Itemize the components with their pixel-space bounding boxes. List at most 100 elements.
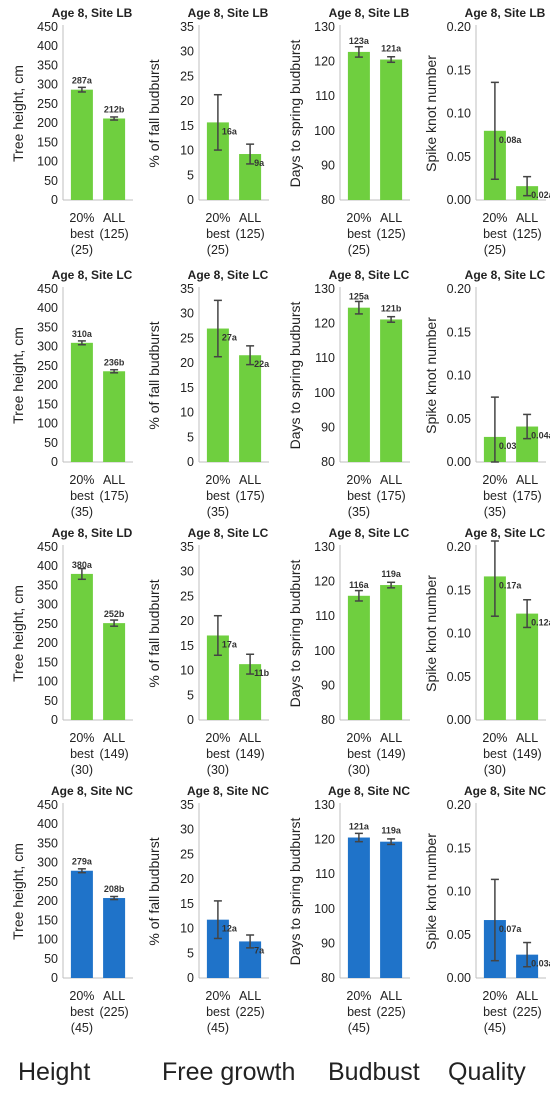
x-tick-label: ALL — [516, 211, 538, 225]
x-tick-label: 20% — [482, 473, 507, 487]
y-tick-label: 0 — [187, 455, 194, 469]
x-tick-label: (35) — [484, 505, 506, 519]
bar — [347, 51, 370, 200]
x-tick-label: (45) — [484, 1021, 506, 1035]
y-tick-label: 100 — [314, 124, 335, 138]
y-tick-label: 130 — [314, 20, 335, 34]
y-tick-label: 0.20 — [447, 540, 471, 554]
y-tick-label: 10 — [180, 664, 194, 678]
y-axis-label: % of fall budburst — [146, 837, 162, 945]
chart-panel: Age 8, Site LB Tree height, cm 0 50 100 150 20… — [5, 0, 137, 262]
x-tick-label: best — [206, 747, 230, 761]
x-tick-label: (125) — [236, 227, 265, 241]
bar — [206, 635, 229, 720]
bar — [103, 898, 126, 978]
x-tick-label: (30) — [207, 763, 229, 777]
bar — [239, 355, 262, 462]
x-tick-label: best — [206, 1005, 230, 1019]
y-axis-label: % of fall budburst — [146, 59, 162, 167]
chart-svg: Age 8, Site LB Days to spring budburst 80 9… — [287, 6, 410, 257]
chart-title: Age 8, Site NC — [51, 784, 133, 798]
x-tick-label: (125) — [100, 227, 129, 241]
y-tick-label: 80 — [321, 713, 335, 727]
bar — [483, 576, 506, 720]
y-tick-label: 0.00 — [447, 193, 471, 207]
x-tick-label: ALL — [239, 211, 261, 225]
y-tick-label: 5 — [187, 946, 194, 960]
y-tick-label: 0.05 — [447, 670, 471, 684]
data-label: 236b — [104, 357, 125, 367]
y-tick-label: 100 — [37, 933, 58, 947]
x-tick-label: best — [347, 747, 371, 761]
column-label-quality: Quality — [448, 1058, 526, 1086]
bar — [70, 89, 93, 200]
y-tick-label: 30 — [180, 45, 194, 59]
bar — [70, 573, 93, 720]
y-tick-label: 400 — [37, 559, 58, 573]
y-tick-label: 0 — [51, 455, 58, 469]
y-tick-label: 35 — [180, 282, 194, 296]
chart-svg: Age 8, Site LC % of fall budburst 0 5 10 15 20… — [146, 268, 270, 519]
data-label: 121a — [349, 822, 370, 832]
y-tick-label: 250 — [37, 97, 58, 111]
x-tick-label: (225) — [236, 1005, 265, 1019]
y-tick-label: 50 — [44, 174, 58, 188]
x-tick-label: best — [206, 227, 230, 241]
y-tick-label: 350 — [37, 836, 58, 850]
y-tick-label: 150 — [37, 397, 58, 411]
y-tick-label: 120 — [314, 833, 335, 847]
x-tick-label: ALL — [239, 731, 261, 745]
y-tick-label: 130 — [314, 798, 335, 812]
y-tick-label: 0.10 — [447, 627, 471, 641]
data-label: 0.02a — [531, 190, 550, 200]
x-tick-label: (25) — [71, 243, 93, 257]
y-axis-label: Days to spring budburst — [287, 301, 303, 449]
y-tick-label: 50 — [44, 694, 58, 708]
data-label: 7a — [254, 945, 265, 955]
data-label: 16a — [222, 126, 238, 136]
bar — [347, 307, 370, 462]
y-tick-label: 350 — [37, 320, 58, 334]
chart-svg: Age 8, Site LC Spike knot number 0.00 0.05 0… — [423, 268, 550, 519]
y-tick-label: 20 — [180, 356, 194, 370]
x-tick-label: best — [483, 1005, 507, 1019]
chart-svg: Age 8, Site LB % of fall budburst 0 5 10 15 20… — [146, 6, 269, 257]
y-tick-label: 0.05 — [447, 412, 471, 426]
y-tick-label: 0.20 — [447, 798, 471, 812]
y-tick-label: 300 — [37, 598, 58, 612]
y-tick-label: 25 — [180, 589, 194, 603]
data-label: 121a — [381, 44, 402, 54]
x-tick-label: 20% — [69, 473, 94, 487]
y-tick-label: 0.10 — [447, 885, 471, 899]
y-axis-label: Tree height, cm — [10, 65, 26, 162]
y-tick-label: 130 — [314, 282, 335, 296]
y-tick-label: 150 — [37, 135, 58, 149]
y-axis-label: % of fall budburst — [146, 579, 162, 687]
bar — [516, 613, 539, 720]
chart-title: Age 8, Site LC — [188, 526, 269, 540]
data-label: 0.03a — [499, 441, 523, 451]
x-tick-label: 20% — [205, 473, 230, 487]
y-tick-label: 0 — [187, 193, 194, 207]
y-tick-label: 35 — [180, 540, 194, 554]
chart-svg: Age 8, Site LC Days to spring budburst 80 9… — [287, 268, 410, 519]
data-label: 22a — [254, 359, 270, 369]
x-tick-label: (175) — [377, 489, 406, 503]
data-label: 212b — [104, 104, 125, 114]
y-tick-label: 0.15 — [447, 841, 471, 855]
chart-svg: Age 8, Site NC Tree height, cm 0 50 100 150 20… — [10, 784, 133, 1035]
data-label: 17a — [222, 639, 238, 649]
y-tick-label: 100 — [314, 386, 335, 400]
chart-panel: Age 8, Site LC Spike knot number 0.00 0.05 0… — [418, 262, 550, 524]
x-tick-label: (30) — [348, 763, 370, 777]
chart-grid: Age 8, Site LB Tree height, cm 0 50 100 150 20… — [5, 0, 550, 1035]
x-tick-label: best — [70, 747, 94, 761]
y-tick-label: 0.20 — [447, 282, 471, 296]
y-tick-label: 0 — [187, 713, 194, 727]
x-tick-label: 20% — [346, 211, 371, 225]
x-tick-label: (225) — [513, 1005, 542, 1019]
x-tick-label: 20% — [205, 989, 230, 1003]
data-label: 0.17a — [499, 580, 523, 590]
y-tick-label: 300 — [37, 78, 58, 92]
y-tick-label: 100 — [37, 155, 58, 169]
